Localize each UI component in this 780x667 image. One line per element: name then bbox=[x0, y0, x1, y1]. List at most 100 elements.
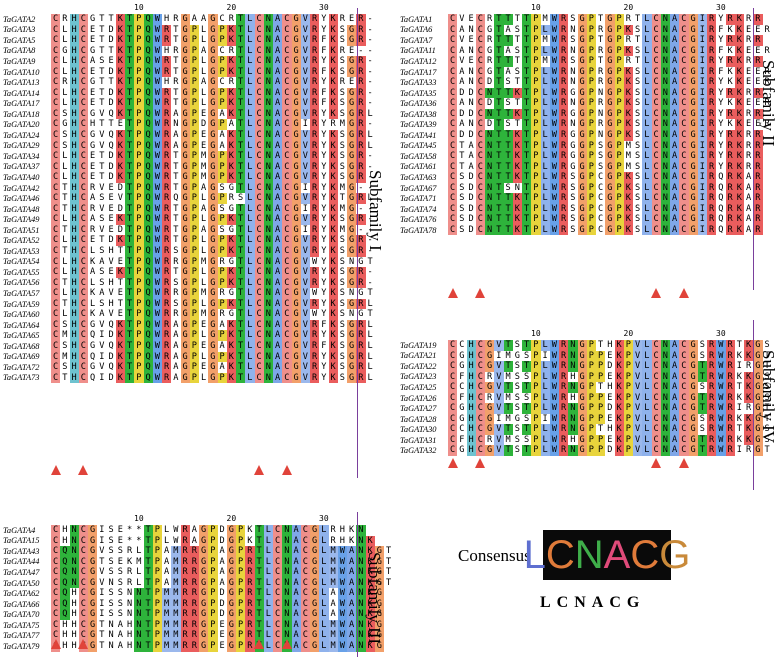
residue-cell: P bbox=[531, 130, 541, 141]
residue-cell: T bbox=[143, 525, 153, 536]
residue-cell: R bbox=[162, 119, 172, 131]
residue-cell: R bbox=[598, 119, 604, 130]
residue-cell: K bbox=[328, 277, 338, 289]
residue-cell: C bbox=[51, 87, 61, 99]
residue-cell: T bbox=[99, 172, 105, 183]
residue-cell: T bbox=[125, 203, 135, 215]
residue-cell: G bbox=[577, 382, 587, 393]
residue-cell: R bbox=[310, 66, 320, 78]
residue-cell: P bbox=[208, 546, 218, 557]
residue-cell: Y bbox=[321, 277, 327, 288]
residue-cell: E bbox=[201, 319, 207, 330]
residue-cell: T bbox=[125, 56, 135, 67]
residue-cell: T bbox=[125, 161, 135, 173]
sequence-label: TaGATA34 bbox=[3, 151, 40, 161]
residue-cell: E bbox=[117, 535, 123, 546]
residue-cell: T bbox=[125, 119, 135, 131]
residue-cell: C bbox=[78, 319, 88, 331]
residue-cell: T bbox=[99, 45, 105, 56]
residue-cell: P bbox=[236, 609, 246, 620]
sequence-label: TaGATA68 bbox=[3, 341, 40, 351]
residue-cell: T bbox=[173, 66, 179, 77]
residue-cell: C bbox=[651, 119, 661, 131]
residue-cell: R bbox=[162, 98, 172, 109]
residue-cell: N bbox=[356, 630, 366, 642]
residue-cell: C bbox=[679, 66, 689, 78]
residue-cell: V bbox=[300, 235, 310, 247]
residue-cell: C bbox=[679, 340, 689, 351]
residue-cell: M bbox=[162, 588, 172, 599]
residue-cell: T bbox=[236, 140, 246, 152]
residue-cell: R bbox=[162, 330, 172, 341]
residue-cell: K bbox=[623, 108, 633, 120]
residue-cell: W bbox=[337, 641, 347, 652]
residue-cell: T bbox=[254, 588, 264, 599]
residue-cell: V bbox=[99, 340, 105, 351]
residue-cell: K bbox=[744, 350, 754, 362]
residue-cell: C bbox=[282, 24, 292, 36]
residue-cell: H bbox=[69, 14, 79, 25]
residue-cell: A bbox=[273, 182, 283, 194]
residue-cell: Q bbox=[143, 35, 153, 46]
residue-cell: H bbox=[466, 392, 476, 404]
residue-cell: G bbox=[88, 630, 98, 642]
residue-cell: P bbox=[623, 434, 633, 446]
residue-cell: L bbox=[263, 588, 273, 599]
residue-cell: P bbox=[623, 392, 633, 404]
residue-cell: T bbox=[99, 98, 105, 109]
residue-cell: G bbox=[208, 56, 218, 67]
residue-cell: P bbox=[531, 172, 541, 183]
residue-cell: G bbox=[688, 382, 698, 393]
residue-cell: P bbox=[189, 267, 199, 278]
residue-cell: R bbox=[180, 577, 190, 589]
residue-cell: H bbox=[466, 413, 476, 425]
residue-cell: R bbox=[559, 56, 569, 67]
residue-cell: H bbox=[607, 424, 613, 435]
residue-cell: C bbox=[273, 588, 283, 599]
residue-cell: I bbox=[697, 193, 707, 204]
residue-cell: P bbox=[531, 224, 541, 236]
residue-cell: K bbox=[614, 445, 624, 457]
residue-cell: R bbox=[707, 161, 717, 173]
residue-cell: C bbox=[254, 330, 264, 341]
residue-cell: R bbox=[746, 361, 752, 372]
residue-cell: R bbox=[707, 130, 717, 141]
residue-cell: T bbox=[635, 35, 641, 46]
residue-cell: C bbox=[78, 45, 88, 57]
residue-cell: L bbox=[540, 108, 550, 120]
residue-cell: E bbox=[108, 267, 114, 278]
sequence-row: TaGATA13 C R H C G T T K T P Q W H R G P A G C R T L C N A C G V R Y K R… bbox=[3, 77, 375, 88]
residue-cell: P bbox=[236, 630, 246, 642]
residue-cell: M bbox=[201, 172, 207, 183]
residue-cell: A bbox=[164, 567, 170, 578]
residue-cell: C bbox=[254, 235, 264, 247]
residue-cell: S bbox=[514, 371, 520, 382]
residue-cell: D bbox=[108, 330, 114, 341]
residue-cell: A bbox=[273, 267, 283, 278]
residue-cell: K bbox=[727, 119, 733, 130]
residue-cell: T bbox=[764, 413, 770, 424]
residue-cell: V bbox=[99, 319, 105, 330]
residue-cell: A bbox=[273, 140, 283, 152]
residue-cell: P bbox=[614, 119, 624, 131]
sequence-label: TaGATA5 bbox=[3, 35, 36, 45]
residue-cell: C bbox=[448, 77, 458, 88]
residue-cell: T bbox=[173, 267, 179, 278]
residue-cell: Q bbox=[108, 340, 114, 351]
residue-cell: P bbox=[152, 525, 162, 536]
residue-cell: Q bbox=[718, 172, 724, 183]
residue-cell: G bbox=[485, 445, 495, 457]
residue-cell: C bbox=[78, 35, 88, 46]
residue-cell: S bbox=[62, 140, 68, 151]
residue-cell: T bbox=[494, 45, 504, 57]
residue-cell: L bbox=[90, 277, 96, 288]
residue-cell: N bbox=[660, 434, 670, 446]
residue-cell: G bbox=[291, 98, 301, 109]
residue-cell: C bbox=[282, 87, 292, 99]
residue-cell: N bbox=[514, 182, 520, 193]
